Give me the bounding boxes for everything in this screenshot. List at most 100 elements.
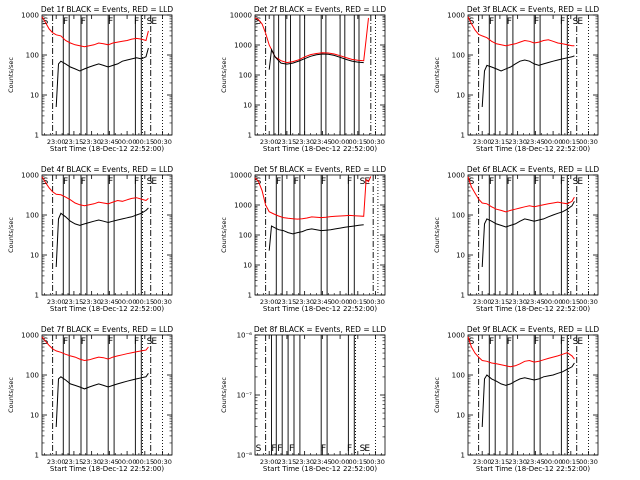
y-tick-label: 10 [30, 92, 39, 100]
event-marker-f: F [81, 17, 86, 27]
event-marker-f: F [134, 17, 139, 27]
y-tick-label: 10 [456, 412, 465, 420]
lld-series-line [467, 16, 575, 47]
event-marker-f: F [276, 177, 281, 187]
event-marker-f: F [134, 177, 139, 187]
event-marker-f: F [534, 337, 539, 347]
y-tick-label: 100 [26, 372, 39, 380]
y-axis-label: Counts/sec [433, 377, 441, 413]
event-marker-f: F [534, 177, 539, 187]
x-tick-label: 23:15 [491, 298, 510, 306]
panel-title: Det 6f BLACK = Events, RED = LLD [467, 165, 600, 174]
y-tick-label: 10 [456, 92, 465, 100]
x-tick-label: 23:45 [526, 138, 545, 146]
event-marker-e: E [151, 17, 157, 27]
event-marker-f: F [108, 177, 113, 187]
y-tick-label: 10000 [230, 172, 252, 180]
panel-6: Det 6f BLACK = Events, RED = LLD 1 10 100 10… [433, 165, 599, 313]
event-marker-f: F [507, 17, 512, 27]
event-marker-s: S [573, 17, 579, 27]
events-series-line [55, 373, 149, 428]
panel-title: Det 3f BLACK = Events, RED = LLD [467, 5, 600, 14]
event-marker-f: F [347, 444, 352, 454]
event-marker-e: E [577, 337, 583, 347]
event-marker-e: E [364, 177, 370, 187]
x-tick-label: 23:15 [65, 298, 84, 306]
y-axis-label: Counts/sec [7, 377, 15, 413]
event-marker-f: F [489, 177, 494, 187]
y-tick-label: 1 [461, 452, 465, 460]
lld-series-line [467, 336, 575, 368]
x-axis-label: Start Time (18-Dec-12 22:52:00) [476, 465, 590, 473]
panel-title: Det 4f BLACK = Events, RED = LLD [41, 165, 174, 174]
event-marker-f: F [134, 337, 139, 347]
y-tick-label: 1 [461, 292, 465, 300]
x-tick-label: 23:30 [82, 298, 101, 306]
event-marker-f: F [560, 17, 565, 27]
y-tick-label: 1000 [234, 202, 252, 210]
panel-title: Det 7f BLACK = Events, RED = LLD [41, 325, 174, 334]
events-series-line [55, 47, 149, 108]
y-tick-label: 100 [452, 212, 465, 220]
y-tick-label: 1000 [21, 332, 39, 340]
event-marker-f: F [63, 177, 68, 187]
plot-frame [467, 174, 599, 296]
event-marker-f: F [289, 444, 294, 454]
event-marker-f: F [321, 444, 326, 454]
event-marker-f: F [347, 177, 352, 187]
y-axis-label: Counts/sec [220, 217, 228, 253]
plot-frame [41, 174, 173, 296]
y-tick-label: 1 [35, 292, 39, 300]
x-tick-label: 23:00 [260, 298, 279, 306]
x-tick-label: 23:15 [65, 458, 84, 466]
y-axis-label: Counts/sec [433, 57, 441, 93]
event-marker-s: S [147, 17, 153, 27]
x-tick-label: 00:15 [348, 138, 367, 146]
event-marker-f: F [489, 17, 494, 27]
y-tick-label: 1 [248, 292, 252, 300]
event-marker-f: F [271, 444, 276, 454]
plot-frame [254, 14, 386, 136]
panel-title: Det 9f BLACK = Events, RED = LLD [467, 325, 600, 334]
x-tick-label: 23:45 [526, 298, 545, 306]
event-marker-e: E [151, 337, 157, 347]
event-marker-s: S [256, 444, 262, 454]
event-marker-e: E [577, 177, 583, 187]
panel-5: Det 5f BLACK = Events, RED = LLD 1 10 100 10… [220, 165, 386, 313]
event-marker-f: F [63, 337, 68, 347]
x-tick-label: 23:30 [508, 138, 527, 146]
x-tick-label: 00:30 [153, 458, 172, 466]
x-tick-label: 23:30 [82, 458, 101, 466]
y-tick-label: 1000 [447, 12, 465, 20]
event-marker-f: F [81, 337, 86, 347]
x-tick-label: 23:45 [100, 298, 119, 306]
x-tick-label: 00:00 [331, 458, 350, 466]
y-axis-label: Counts/sec [220, 57, 228, 93]
x-tick-label: 00:30 [366, 458, 385, 466]
x-tick-label: 00:30 [579, 138, 598, 146]
x-tick-label: 00:00 [118, 458, 137, 466]
events-series-line [481, 362, 575, 428]
y-tick-label: 10000 [230, 12, 252, 20]
y-axis-label: Counts/sec [7, 217, 15, 253]
x-tick-label: 23:00 [260, 458, 279, 466]
x-axis-label: Start Time (18-Dec-12 22:52:00) [263, 305, 377, 313]
x-tick-label: 00:15 [348, 298, 367, 306]
x-tick-label: 23:00 [473, 298, 492, 306]
x-tick-label: 23:00 [47, 458, 66, 466]
panel-title: Det 8f BLACK = Events, RED = LLD [254, 325, 387, 334]
x-tick-label: 23:30 [82, 138, 101, 146]
x-tick-label: 00:00 [118, 298, 137, 306]
plot-frame [41, 334, 173, 456]
panel-title: Det 2f BLACK = Events, RED = LLD [254, 5, 387, 14]
x-tick-label: 23:00 [47, 138, 66, 146]
events-series-line [55, 207, 149, 268]
lld-series-line [254, 176, 372, 220]
event-marker-s: S [256, 17, 262, 27]
y-tick-label: 100 [26, 52, 39, 60]
y-tick-label: 1 [248, 132, 252, 140]
panel-7: Det 7f BLACK = Events, RED = LLD 1 10 100 10… [7, 325, 173, 473]
x-tick-label: 23:45 [313, 458, 332, 466]
event-marker-e: E [364, 444, 370, 454]
x-tick-label: 00:30 [366, 138, 385, 146]
